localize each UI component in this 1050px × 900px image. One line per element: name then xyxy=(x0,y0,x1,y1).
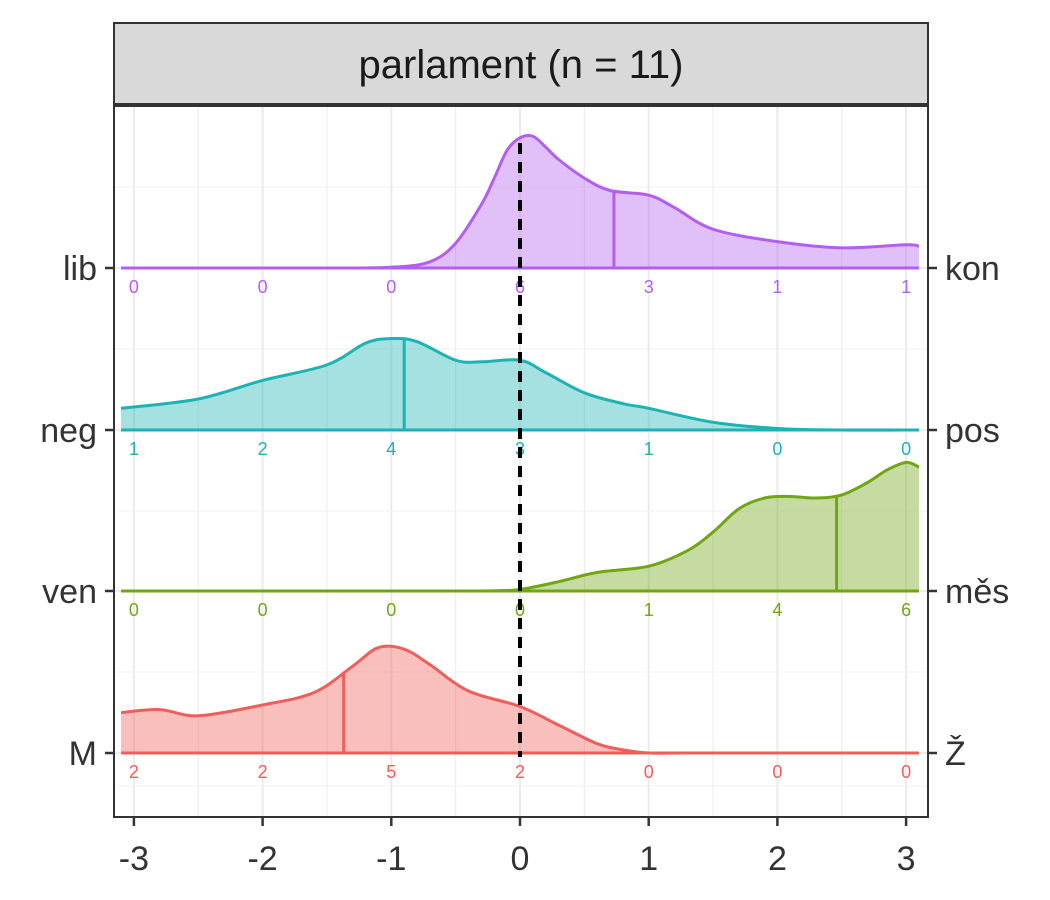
y-label-right-pos: pos xyxy=(945,412,1000,450)
count-label-neg: 1 xyxy=(644,439,654,459)
x-tick-label: 2 xyxy=(768,840,787,878)
count-label-ven: 0 xyxy=(129,600,139,620)
density-area-neg xyxy=(121,338,919,431)
count-label-M: 2 xyxy=(129,762,139,782)
density-line-neg xyxy=(120,336,919,432)
y-label-right-kon: kon xyxy=(945,250,1000,288)
y-label-left-lib: lib xyxy=(63,250,97,288)
y-label-right-měs: měs xyxy=(945,573,1009,611)
count-label-M: 2 xyxy=(515,762,525,782)
plot-area: 0006311libkon1243100negpos0000146venměs2… xyxy=(40,105,1009,878)
density-area-ven xyxy=(121,462,919,592)
x-tick-label: 1 xyxy=(639,840,658,878)
count-label-lib: 0 xyxy=(258,277,268,297)
count-label-neg: 0 xyxy=(901,439,911,459)
count-label-neg: 2 xyxy=(258,439,268,459)
count-label-M: 2 xyxy=(258,762,268,782)
count-label-lib: 1 xyxy=(772,277,782,297)
count-label-lib: 3 xyxy=(644,277,654,297)
x-tick-label: -3 xyxy=(119,840,149,878)
y-label-left-ven: ven xyxy=(42,573,97,611)
count-label-neg: 0 xyxy=(772,439,782,459)
x-tick-label: 0 xyxy=(511,840,530,878)
x-tick-label: 3 xyxy=(897,840,916,878)
density-line-ven xyxy=(121,460,920,593)
y-label-right-Ž: Ž xyxy=(945,735,966,773)
count-label-M: 0 xyxy=(772,762,782,782)
density-line-lib xyxy=(121,133,920,270)
count-label-ven: 1 xyxy=(644,600,654,620)
count-label-lib: 1 xyxy=(901,277,911,297)
count-label-lib: 0 xyxy=(386,277,396,297)
x-tick-label: -1 xyxy=(376,840,406,878)
x-tick-label: -2 xyxy=(247,840,277,878)
count-label-ven: 6 xyxy=(901,600,911,620)
density-area-M xyxy=(121,646,919,754)
count-label-neg: 1 xyxy=(129,439,139,459)
count-label-M: 0 xyxy=(644,762,654,782)
count-label-ven: 0 xyxy=(258,600,268,620)
count-label-ven: 0 xyxy=(386,600,396,620)
count-label-ven: 4 xyxy=(772,600,782,620)
strip-background xyxy=(113,22,929,105)
y-label-left-M: M xyxy=(69,735,97,773)
count-label-M: 5 xyxy=(386,762,396,782)
count-label-neg: 4 xyxy=(386,439,396,459)
density-line-M xyxy=(120,644,919,755)
y-label-left-neg: neg xyxy=(40,412,97,450)
count-label-lib: 0 xyxy=(129,277,139,297)
count-label-M: 0 xyxy=(901,762,911,782)
chart-title: parlament (n = 11) xyxy=(359,43,684,87)
